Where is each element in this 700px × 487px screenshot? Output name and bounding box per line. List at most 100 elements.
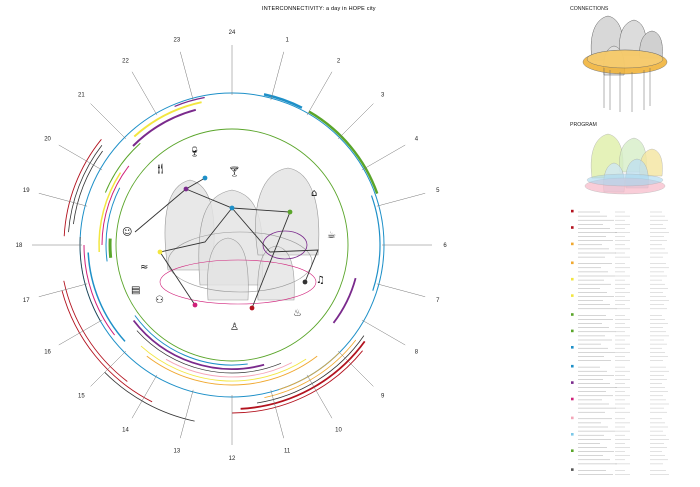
hour-line bbox=[337, 350, 374, 387]
hour-line bbox=[90, 350, 127, 387]
activity-arc bbox=[61, 290, 153, 403]
hour-label: 17 bbox=[23, 298, 30, 304]
wine-glass-icon: 🍷︎ bbox=[188, 146, 201, 158]
program-title: PROGRAM bbox=[570, 122, 597, 128]
hour-line bbox=[306, 71, 333, 116]
activity-arc bbox=[140, 345, 307, 382]
connection-path bbox=[159, 207, 233, 306]
activity-node bbox=[192, 302, 198, 308]
connection-path bbox=[185, 188, 291, 309]
hour-line bbox=[337, 103, 374, 140]
hour-line bbox=[179, 389, 194, 439]
hour-radial-lines bbox=[32, 45, 432, 445]
activity-arc bbox=[87, 252, 126, 342]
activity-arc bbox=[79, 236, 101, 322]
hour-line bbox=[58, 144, 103, 171]
activity-arc bbox=[136, 330, 282, 374]
diagram-title: INTERCONNECTIVITY: a day in HOPE city bbox=[262, 6, 376, 12]
hour-line bbox=[90, 103, 127, 140]
hour-label: 4 bbox=[415, 137, 419, 143]
legend-swatch bbox=[571, 313, 574, 316]
hour-label: 6 bbox=[443, 243, 447, 249]
activity-nodes bbox=[157, 175, 308, 311]
legend-swatch bbox=[571, 468, 574, 471]
activity-arc bbox=[308, 110, 379, 195]
activity-arc bbox=[105, 187, 121, 262]
legend-swatch bbox=[571, 397, 574, 401]
music-icon: ♫ bbox=[316, 275, 325, 286]
hour-label: 5 bbox=[436, 188, 440, 194]
hour-label: 22 bbox=[122, 59, 129, 65]
hour-label: 15 bbox=[78, 394, 85, 400]
activity-arc bbox=[132, 319, 265, 370]
home-icon: ⌂ bbox=[311, 188, 317, 199]
activity-arc bbox=[101, 165, 130, 246]
hour-label: 7 bbox=[436, 298, 440, 304]
bath-icon: ♨ bbox=[293, 308, 302, 319]
activity-arc bbox=[63, 139, 102, 237]
hour-label: 9 bbox=[381, 394, 385, 400]
hour-line bbox=[179, 51, 194, 101]
legend-swatch bbox=[571, 242, 574, 246]
hour-line bbox=[270, 51, 285, 101]
activity-node bbox=[302, 279, 308, 285]
legend-swatch bbox=[571, 449, 574, 452]
activity-arc bbox=[134, 315, 248, 366]
connection-path bbox=[231, 207, 319, 283]
activity-arc bbox=[68, 144, 103, 233]
hour-label: 12 bbox=[229, 456, 236, 462]
hour-label: 2 bbox=[337, 59, 341, 65]
activity-arc bbox=[240, 340, 366, 410]
ring-outline bbox=[115, 128, 349, 362]
hour-line bbox=[361, 319, 406, 346]
platform-ring-purple bbox=[262, 230, 308, 260]
activity-node bbox=[287, 209, 293, 215]
activity-arc bbox=[108, 238, 113, 258]
activity-node bbox=[202, 175, 208, 181]
platform-ring-magenta bbox=[159, 259, 317, 305]
restaurant-icon: 🍴︎ bbox=[154, 163, 167, 175]
hour-label: 1 bbox=[285, 37, 289, 43]
family-icon: ⚇ bbox=[155, 295, 164, 306]
hour-line bbox=[361, 144, 406, 171]
legend-swatch bbox=[571, 381, 574, 384]
hour-label: 16 bbox=[44, 350, 51, 356]
legend-swatch bbox=[571, 294, 574, 297]
hour-label: 8 bbox=[415, 350, 419, 356]
legend-swatch bbox=[571, 329, 574, 333]
legend-swatch bbox=[571, 261, 574, 265]
hour-line bbox=[38, 192, 88, 207]
activity-arc bbox=[146, 355, 318, 386]
hour-line bbox=[58, 319, 103, 346]
platform-ring-gray bbox=[167, 231, 313, 293]
activity-node bbox=[157, 249, 163, 255]
hour-label: 11 bbox=[284, 449, 291, 455]
activity-arc bbox=[133, 101, 202, 138]
connections-thumbnail bbox=[582, 15, 668, 112]
legend-swatch bbox=[571, 346, 574, 349]
activity-arc bbox=[264, 339, 357, 398]
coffee-icon: ☕︎ bbox=[327, 230, 336, 241]
activity-arc bbox=[104, 142, 141, 193]
activity-arc bbox=[104, 372, 195, 422]
meditation-icon: ♙ bbox=[230, 322, 239, 333]
legend-swatch bbox=[571, 416, 574, 420]
activity-arc bbox=[165, 358, 293, 378]
hour-label: 23 bbox=[174, 37, 181, 43]
legend-swatch bbox=[571, 364, 574, 368]
program-thumbnail bbox=[584, 133, 666, 195]
activity-arc bbox=[256, 335, 365, 404]
legend-swatch bbox=[571, 209, 574, 213]
activity-arc bbox=[332, 277, 357, 324]
hour-label: 21 bbox=[78, 92, 85, 98]
activity-arc bbox=[370, 195, 381, 291]
building-cone-front-right bbox=[257, 245, 295, 301]
connections-title: CONNECTIONS bbox=[570, 6, 609, 12]
hour-label: 24 bbox=[229, 30, 236, 36]
activity-arc bbox=[174, 96, 205, 107]
theater-icon: ☺ bbox=[122, 227, 132, 238]
legend-swatch bbox=[571, 433, 574, 436]
hour-label: 14 bbox=[122, 427, 129, 433]
